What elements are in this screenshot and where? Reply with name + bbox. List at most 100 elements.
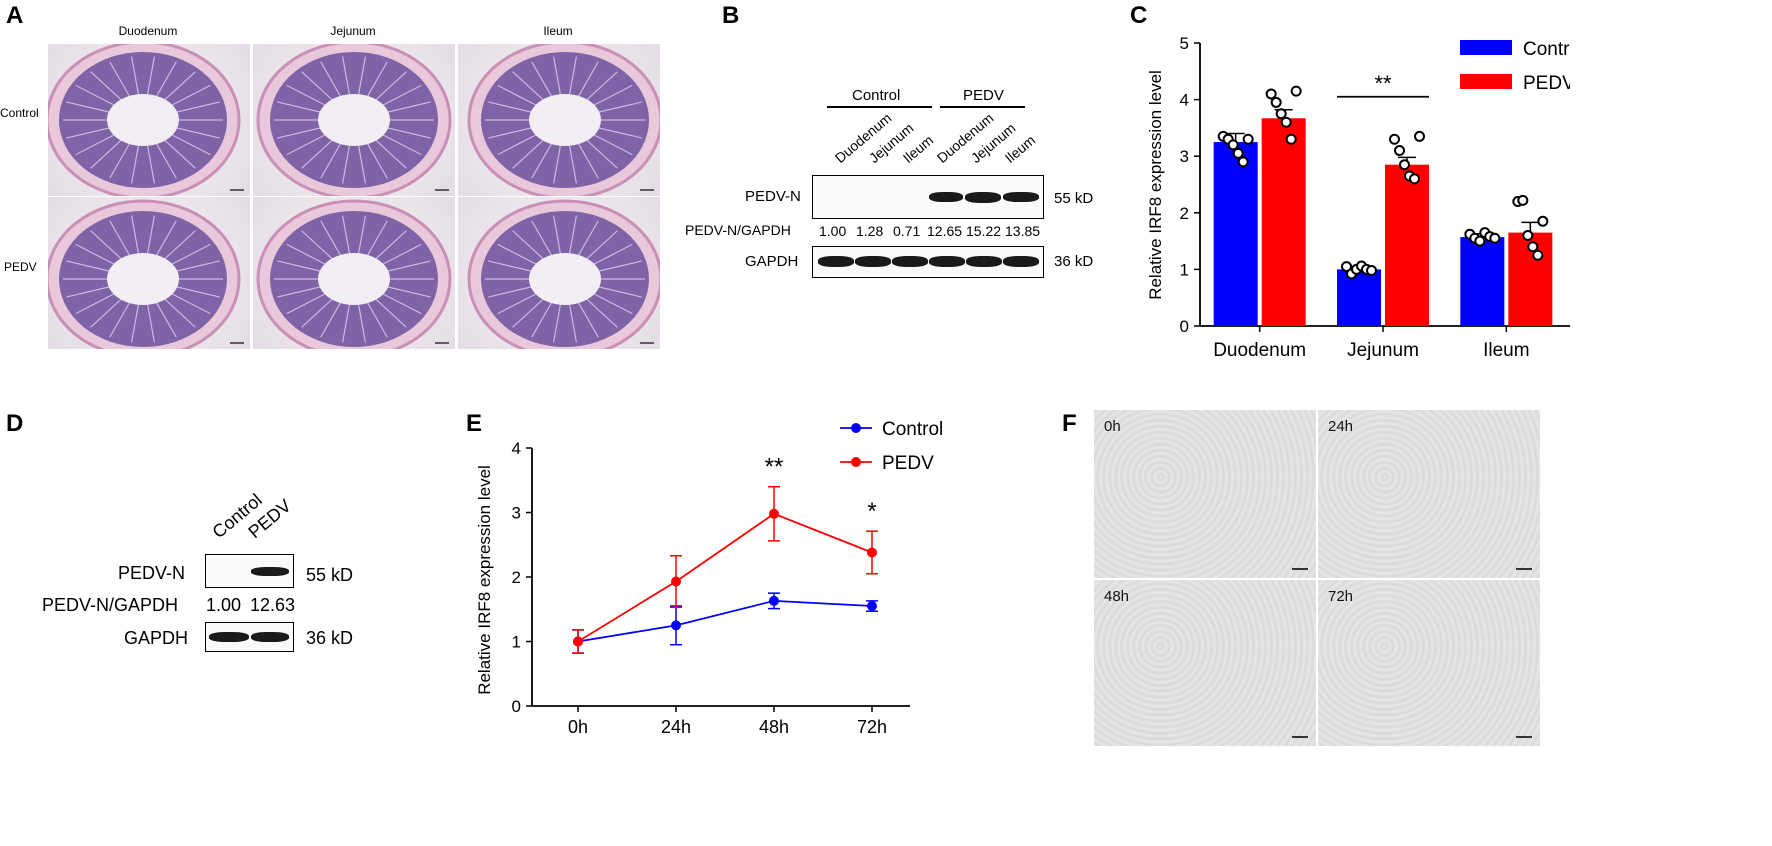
x-tick-label: 72h	[857, 717, 887, 737]
scale-bar	[1292, 736, 1308, 738]
kd-label-55: 55 kD	[1054, 190, 1094, 207]
legend-label: PEDV	[882, 453, 934, 474]
data-point	[1489, 232, 1501, 244]
cell-image-24h: 24h	[1318, 410, 1540, 578]
band	[929, 192, 963, 202]
data-point	[1366, 265, 1377, 277]
ratio-value: 12.65	[927, 223, 963, 239]
panel-label-b: B	[722, 2, 740, 29]
y-tick-label: 0	[512, 697, 521, 716]
legend-label: PEDV	[1523, 73, 1570, 94]
x-tick-label: 0h	[568, 717, 588, 737]
series-line	[577, 599, 873, 643]
data-point	[769, 508, 779, 519]
bar	[1385, 164, 1429, 326]
data-point	[1265, 88, 1277, 100]
panel-label-a: A	[6, 2, 24, 29]
band	[892, 256, 928, 267]
data-point	[1389, 133, 1400, 145]
data-point	[867, 601, 877, 612]
ratio-value: 1.00	[819, 223, 847, 239]
cell-image-72h: 72h	[1318, 580, 1540, 746]
row-label-gapdh: GAPDH	[745, 253, 799, 270]
data-point	[1280, 116, 1292, 128]
data-point	[1522, 229, 1534, 241]
band	[855, 256, 891, 267]
band	[251, 567, 289, 576]
band	[818, 256, 854, 267]
y-tick-label: 1	[1180, 260, 1189, 279]
ratio-value: 1.28	[856, 223, 884, 239]
data-point	[1285, 133, 1297, 145]
histology-image-ileum-pedv	[458, 197, 660, 349]
ratio-value: 13.85	[1005, 223, 1041, 239]
group-label-pedv: PEDV	[963, 87, 1004, 104]
series-line	[577, 512, 873, 643]
y-tick-label: 0	[1180, 317, 1189, 336]
data-point	[1517, 194, 1529, 206]
data-point	[1532, 249, 1544, 261]
x-tick-label: 24h	[661, 717, 691, 737]
histology-image-jejunum-pedv	[253, 197, 455, 349]
data-point	[867, 547, 877, 558]
legend-label: Control	[882, 419, 943, 440]
chart-c-irf8-tissue: 0 1 2 3 4 5 Relative IRF8 expression level Duod…	[1146, 34, 1570, 361]
cell-image-0h: 0h	[1094, 410, 1316, 578]
histology-image-jejunum-control	[253, 44, 455, 196]
blot-gapdh	[205, 622, 294, 652]
data-point	[1290, 85, 1302, 97]
band	[1003, 256, 1039, 267]
row-header-control: Control	[0, 106, 39, 120]
data-point	[1394, 145, 1405, 157]
row-header-pedv: PEDV	[4, 260, 37, 274]
row-label-gapdh: GAPDH	[124, 628, 189, 648]
data-point	[1275, 108, 1287, 120]
scale-bar	[1516, 736, 1532, 738]
ratio-value: 1.00	[206, 595, 242, 615]
row-label-pedv-n: PEDV-N	[118, 563, 186, 583]
kd-label-36: 36 kD	[1054, 253, 1094, 270]
data-point	[1232, 147, 1244, 159]
x-tick-label: Ileum	[1483, 340, 1529, 361]
time-label: 72h	[1328, 588, 1354, 605]
ratio-value: 12.63	[250, 595, 296, 615]
cell-image-48h: 48h	[1094, 580, 1316, 746]
y-axis-label: Relative IRF8 expression level	[475, 465, 494, 695]
data-point	[1409, 173, 1420, 185]
column-header-ileum: Ileum	[543, 24, 573, 38]
legend-marker	[851, 457, 861, 467]
significance-marker: *	[867, 498, 876, 525]
x-tick-label: Duodenum	[1213, 340, 1306, 361]
band	[209, 632, 249, 642]
data-point	[1527, 241, 1539, 253]
group-bar-control	[827, 106, 932, 108]
data-point	[1474, 235, 1486, 247]
data-point	[1227, 139, 1239, 151]
group-label-control: Control	[852, 87, 901, 104]
data-point	[1237, 156, 1249, 168]
legend-swatch	[1460, 74, 1512, 89]
ratio-label: PEDV-N/GAPDH	[42, 595, 179, 615]
histology-image-duodenum-control	[48, 44, 250, 196]
y-tick-label: 4	[512, 439, 521, 458]
time-label: 0h	[1104, 418, 1121, 435]
group-bar-pedv	[940, 106, 1025, 108]
y-tick-label: 2	[1180, 204, 1189, 223]
data-point	[1399, 159, 1410, 171]
bar	[1337, 269, 1381, 326]
bar	[1261, 118, 1306, 326]
data-point	[1270, 96, 1282, 108]
band	[1003, 192, 1039, 202]
scale-bar	[1516, 568, 1532, 570]
column-header-jejunum: Jejunum	[330, 24, 376, 38]
band	[251, 632, 289, 642]
y-tick-label: 1	[512, 633, 521, 652]
time-label: 48h	[1104, 588, 1130, 605]
significance-marker: **	[765, 454, 784, 481]
band	[966, 256, 1002, 267]
legend-marker	[851, 423, 861, 433]
data-point	[769, 595, 779, 606]
ratio-label: PEDV-N/GAPDH	[685, 222, 791, 238]
histology-image-duodenum-pedv	[48, 197, 250, 349]
blot-pedv-n	[205, 554, 294, 588]
